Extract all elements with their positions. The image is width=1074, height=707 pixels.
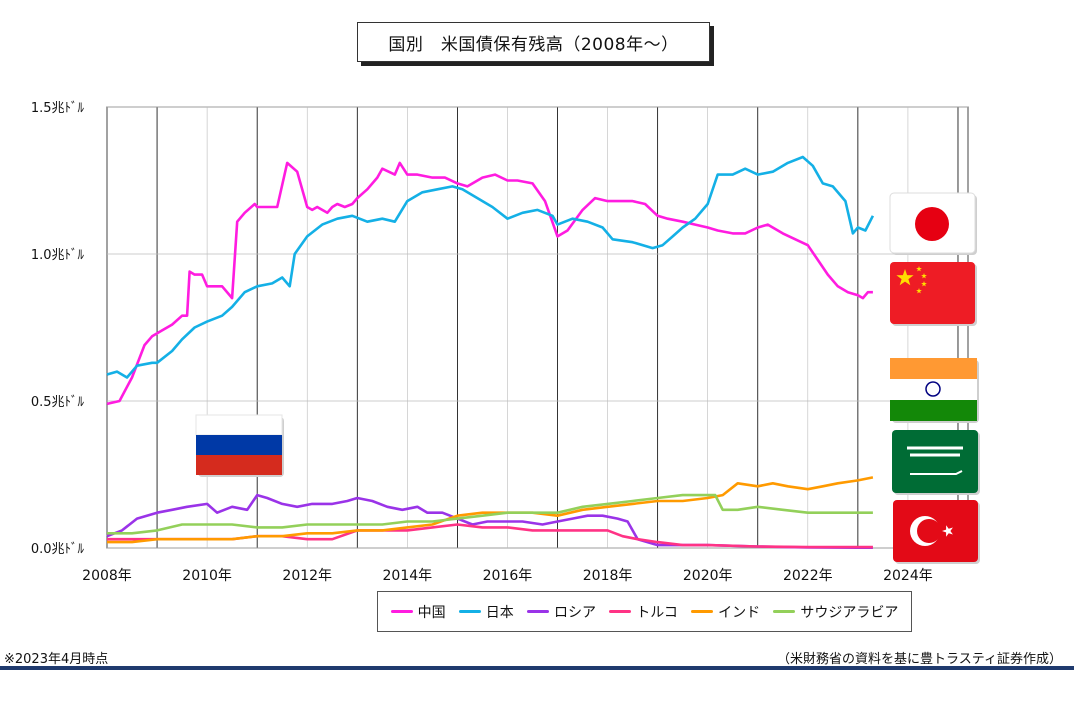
legend-label-saudi: サウジアラビア — [800, 604, 899, 621]
x-tick-label: 2024年 — [883, 568, 933, 584]
footnote: ※2023年4月時点 — [4, 652, 109, 667]
india-flag-top — [890, 358, 977, 379]
china-flag-star-small — [921, 281, 927, 287]
series-line-2 — [106, 493, 873, 549]
legend-label-china: 中国 — [417, 604, 446, 621]
china-flag-star-large — [896, 269, 914, 286]
india-flag-bottom — [890, 400, 977, 421]
legend-swatch-india — [691, 610, 714, 613]
source-note: （米財務省の資料を基に豊トラスティ証券作成） — [777, 652, 1062, 667]
legend-label-turkey: トルコ — [636, 604, 678, 621]
japan-flag-circle — [915, 207, 949, 241]
legend-swatch-saudi — [773, 610, 796, 613]
legend-label-india: インド — [718, 604, 761, 621]
x-tick-label: 2022年 — [783, 568, 833, 584]
series-line-5 — [107, 493, 873, 535]
chart-legend: 中国 日本 ロシア トルコ インド サウジアラビア — [377, 591, 912, 632]
china-flag-star-small — [921, 273, 927, 279]
y-tick-label: 1.5兆ﾄﾞﾙ — [31, 101, 85, 116]
y-tick-label: 0.0兆ﾄﾞﾙ — [31, 542, 85, 557]
legend-item-turkey: トルコ — [609, 602, 678, 622]
x-tick-label: 2012年 — [282, 568, 332, 584]
turkey-flag-star — [942, 525, 953, 537]
legend-item-china: 中国 — [390, 602, 446, 622]
series-line-1 — [106, 155, 875, 379]
legend-label-japan: 日本 — [485, 604, 514, 621]
x-tick-label: 2016年 — [483, 568, 533, 584]
russia-flag-top — [195, 414, 283, 436]
x-tick-label: 2014年 — [383, 568, 433, 584]
saudi-flag-sword — [910, 470, 963, 475]
china-flag-star-small — [916, 288, 922, 294]
saudi-flag-script — [907, 446, 963, 457]
legend-item-india: インド — [691, 602, 760, 622]
legend-swatch-japan — [458, 610, 481, 613]
legend-item-japan: 日本 — [458, 602, 514, 622]
legend-swatch-russia — [527, 610, 549, 613]
legend-item-russia: ロシア — [527, 602, 596, 622]
saudi-flag — [892, 430, 978, 493]
x-tick-label: 2008年 — [82, 568, 132, 584]
legend-swatch-china — [390, 610, 413, 613]
y-tick-label: 1.0兆ﾄﾞﾙ — [31, 248, 85, 263]
china-flag-star-small — [916, 266, 922, 272]
russia-flag-middle — [196, 435, 282, 455]
legend-item-saudi: サウジアラビア — [773, 602, 898, 622]
turkey-flag-crescent-inner — [917, 519, 941, 543]
chart-title: 国別 米国債保有残高（2008年～） — [357, 22, 710, 62]
x-tick-label: 2018年 — [583, 568, 633, 584]
y-tick-label: 0.5兆ﾄﾞﾙ — [31, 395, 85, 410]
india-flag-middle — [890, 379, 977, 400]
china-flag — [890, 262, 975, 324]
bottom-rule — [0, 666, 1074, 670]
x-tick-label: 2020年 — [683, 568, 733, 584]
series-line-0 — [106, 161, 873, 406]
india-flag-chakra — [925, 381, 941, 397]
legend-swatch-turkey — [609, 610, 632, 613]
russia-flag-bottom — [196, 455, 282, 475]
x-tick-label: 2010年 — [182, 568, 232, 584]
legend-label-russia: ロシア — [554, 604, 596, 621]
